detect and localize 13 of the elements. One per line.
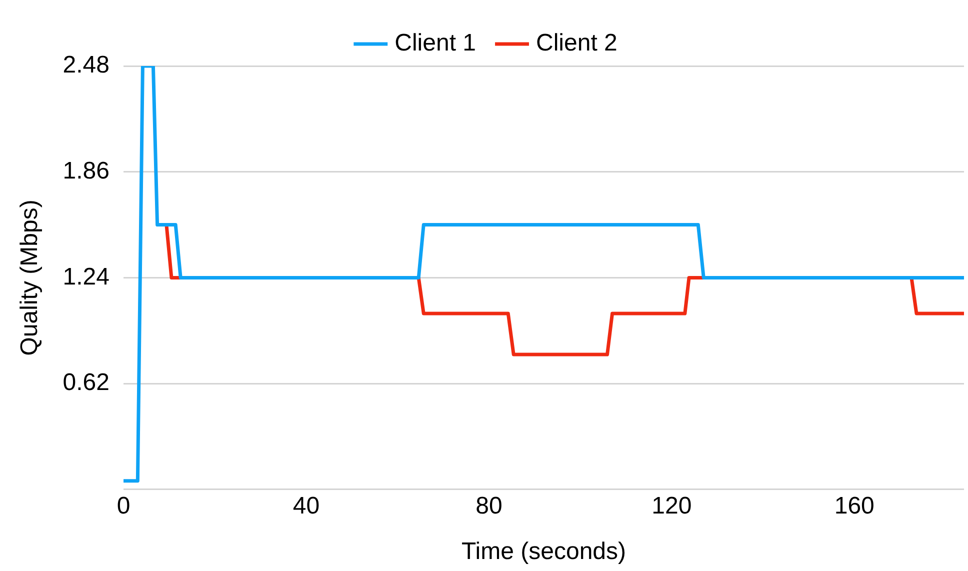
x-tick-label: 40 [292, 492, 320, 520]
x-tick-label: 120 [652, 492, 692, 520]
x-tick-label: 160 [834, 492, 874, 520]
y-tick-label: 1.86 [62, 157, 110, 184]
y-axis-title: Quality (Mbps) [16, 200, 44, 356]
y-tick-label: 1.24 [62, 263, 110, 290]
y-tick-label: 0.62 [62, 369, 110, 396]
y-tick-label: 2.48 [62, 52, 110, 79]
x-tick-label: 0 [116, 492, 130, 520]
legend-label: Client 2 [536, 30, 618, 57]
x-axis-title: Time (seconds) [462, 538, 626, 566]
x-tick-label: 80 [476, 492, 502, 520]
legend-label: Client 1 [394, 30, 476, 57]
